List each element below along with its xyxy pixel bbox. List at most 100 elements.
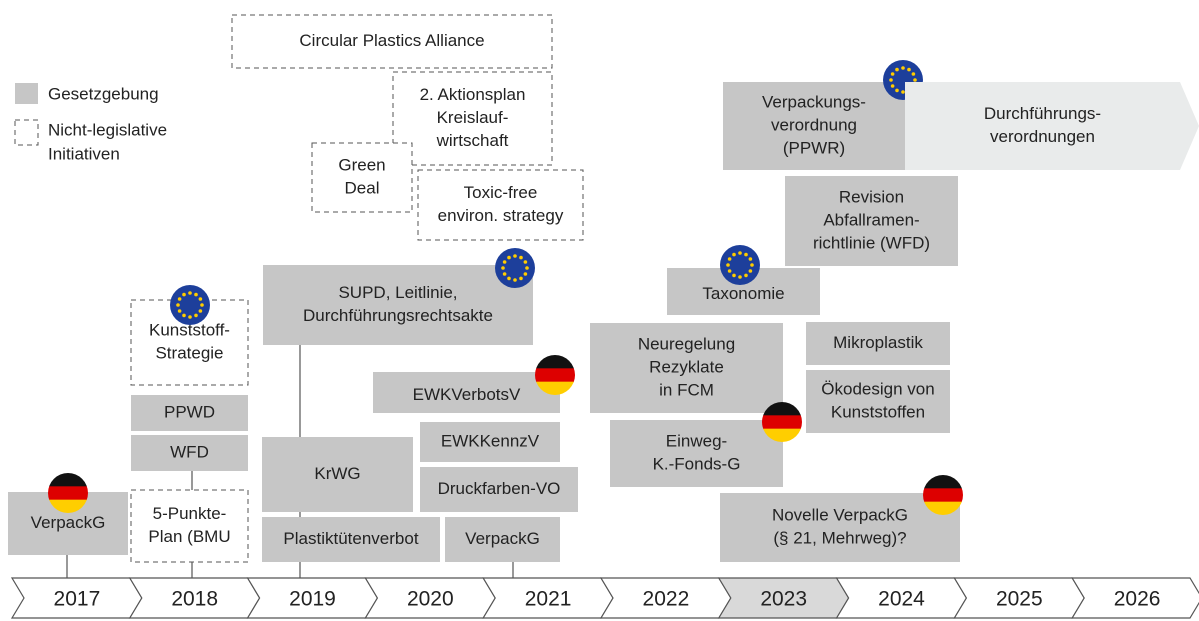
year-label: 2024 <box>878 588 925 611</box>
flag-star <box>911 72 916 76</box>
legislative-box <box>262 437 413 512</box>
flag-star <box>501 266 505 270</box>
legend-label: Gesetzgebung <box>48 84 159 103</box>
item-label: EWKKennzV <box>441 431 540 450</box>
eu-flag <box>720 245 760 285</box>
legislative-box <box>720 493 960 562</box>
initiative-box <box>417 169 584 241</box>
flag-star <box>726 263 730 267</box>
flag-star <box>732 252 736 257</box>
legislative-box <box>723 82 905 170</box>
item-label: verordnungen <box>990 127 1095 146</box>
flag-star <box>502 272 507 276</box>
flag-star <box>502 260 507 264</box>
flag-star <box>732 273 736 278</box>
flag-stripe <box>535 381 575 395</box>
flag-disc <box>495 248 535 288</box>
item-label: Novelle VerpackG <box>772 505 908 524</box>
flag-star <box>895 67 899 72</box>
item-label: EWKVerbotsV <box>413 385 521 404</box>
flag-star <box>890 84 895 88</box>
flag-stripe <box>923 488 963 503</box>
item-label: Strategie <box>155 343 223 362</box>
item-label: Neuregelung <box>638 334 735 353</box>
item-label: Kreislauf- <box>437 108 509 127</box>
flag-stripe <box>762 415 802 430</box>
flag-star <box>519 255 523 260</box>
flag-star <box>727 269 732 273</box>
legislative-box <box>806 322 950 365</box>
initiative-box <box>311 142 413 213</box>
flag-star <box>913 78 917 82</box>
item-label: Kunststoff- <box>149 320 230 339</box>
flag-stripe <box>535 368 575 383</box>
flag-star <box>890 72 895 76</box>
legend-label: Initiativen <box>48 144 120 163</box>
flag-star <box>744 273 748 278</box>
year-label: 2017 <box>54 588 101 611</box>
item-label: K.-Fonds-G <box>653 454 741 473</box>
item-label: PPWD <box>164 402 215 421</box>
flag-stripe <box>535 355 575 369</box>
item-label: Abfallramen- <box>823 210 919 229</box>
flag-star <box>194 313 198 318</box>
item-label: Rezyklate <box>649 357 724 376</box>
item-label: Einweg- <box>666 431 727 450</box>
legislative-box <box>806 370 950 433</box>
flag-star <box>176 303 180 307</box>
item-label: Plan (BMU <box>148 527 230 546</box>
legislative-box <box>445 517 560 562</box>
legend-label: Nicht-legislative <box>48 120 167 139</box>
flag-star <box>188 291 192 295</box>
flag-disc <box>170 285 210 325</box>
legislative-box <box>785 176 958 266</box>
flag-stripe <box>48 473 88 487</box>
legislative-box <box>262 517 440 562</box>
year-chevron <box>1071 577 1199 619</box>
year-label: 2018 <box>171 588 218 611</box>
flag-stripe <box>762 428 802 442</box>
legislative-box <box>420 467 578 512</box>
item-label: 2. Aktionsplan <box>420 85 526 104</box>
flag-star <box>525 266 529 270</box>
eu-flag <box>170 285 210 325</box>
flag-star <box>738 275 742 279</box>
item-label: in FCM <box>659 380 714 399</box>
flag-star <box>519 276 523 281</box>
legislative-box <box>263 265 533 345</box>
flag-star <box>738 251 742 255</box>
flag-star <box>748 257 753 261</box>
flag-star <box>194 292 198 297</box>
legislative-box <box>131 435 248 471</box>
flag-stripe <box>923 501 963 515</box>
flag-stripe <box>48 486 88 501</box>
item-label: Verpackungs- <box>762 92 866 111</box>
de-flag <box>762 402 802 442</box>
flag-star <box>188 315 192 319</box>
item-label: Mikroplastik <box>833 333 923 352</box>
flag-stripe <box>923 475 963 489</box>
legislative-box <box>590 323 783 413</box>
flag-star <box>523 272 528 276</box>
flag-star <box>727 257 732 261</box>
item-label: VerpackG <box>31 513 106 532</box>
item-label: verordnung <box>771 115 857 134</box>
item-label: SUPD, Leitlinie, <box>338 283 457 302</box>
flag-star <box>182 313 186 318</box>
flag-disc <box>720 245 760 285</box>
item-label: Druckfarben-VO <box>438 479 561 498</box>
eu-flag <box>495 248 535 288</box>
legend-swatch-non-legislative <box>14 119 39 146</box>
item-label: WFD <box>170 442 209 461</box>
item-label: KrWG <box>314 464 360 483</box>
de-flag <box>923 475 963 515</box>
legislative-box <box>420 422 560 462</box>
flag-star <box>889 78 893 82</box>
future-arrow <box>905 82 1199 170</box>
flag-star <box>748 269 753 273</box>
item-label: Revision <box>839 187 904 206</box>
flag-star <box>907 67 911 72</box>
flag-star <box>750 263 754 267</box>
flag-star <box>507 255 511 260</box>
item-label: (PPWR) <box>783 138 845 157</box>
